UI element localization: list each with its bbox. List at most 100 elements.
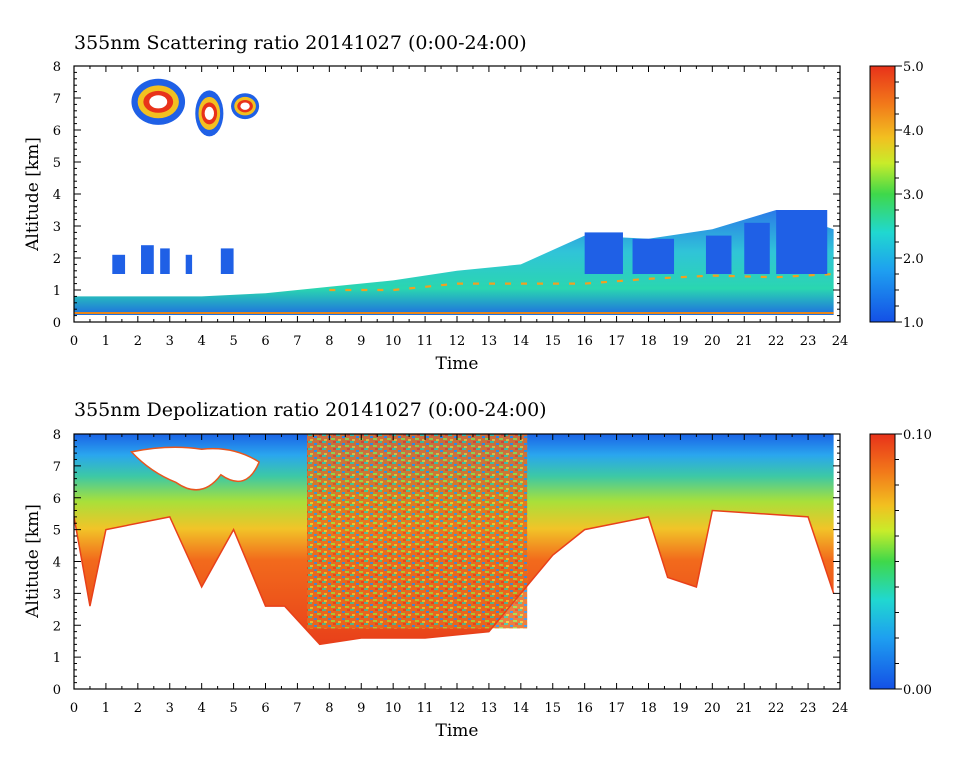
y-tick-label: 3 (53, 220, 61, 235)
y-tick-label: 2 (53, 252, 61, 267)
x-tick-label: 3 (166, 701, 174, 716)
bottom-y-axis-label: Altitude [km] (23, 504, 43, 619)
x-tick-label: 24 (832, 701, 849, 716)
colorbar-tick-label: 5.0 (903, 60, 924, 75)
cirrus-gap (129, 446, 261, 491)
x-tick-label: 24 (832, 334, 849, 349)
bottom-x-axis-label: Time (436, 721, 479, 741)
bottom-plot-area (74, 434, 835, 646)
x-tick-label: 12 (449, 334, 466, 349)
x-tick-label: 4 (198, 701, 206, 716)
x-tick-label: 5 (229, 701, 237, 716)
top-axes: 0 1 2 3 4 5 6 7 8 9 10 11 12 13 14 15 16 17 18 19 20 21 22 23 24… (53, 60, 849, 349)
bottom-colorbar-ticks: 0.00 0.10 (895, 428, 932, 698)
y-tick-label: 7 (53, 460, 61, 475)
aerosol-plume (112, 254, 126, 274)
x-tick-label: 2 (134, 334, 142, 349)
y-tick-label: 1 (53, 284, 61, 299)
y-tick-label: 2 (53, 619, 61, 634)
y-tick-label: 8 (53, 60, 61, 75)
top-x-axis-label: Time (436, 354, 479, 374)
aerosol-plume (141, 245, 154, 274)
cirrus-blob-saturated (149, 95, 168, 109)
aerosol-plume (160, 248, 170, 274)
elevated-aerosol-layer (329, 272, 834, 292)
aerosol-plume (705, 235, 732, 274)
y-tick-label: 7 (53, 92, 61, 107)
x-tick-label: 18 (640, 334, 657, 349)
x-tick-label: 7 (293, 701, 301, 716)
bottom-axes: 0 1 2 3 4 5 6 7 8 9 10 11 12 13 14 15 16 17 18 19 20 21 22 23 24… (53, 428, 849, 716)
x-tick-label: 19 (672, 334, 689, 349)
x-tick-label: 8 (325, 701, 333, 716)
x-tick-label: 12 (449, 701, 466, 716)
x-tick-label: 1 (102, 701, 110, 716)
y-tick-label: 0 (53, 683, 61, 698)
x-tick-label: 15 (544, 701, 561, 716)
top-colorbar-ticks: 1.0 2.0 3.0 4.0 5.0 (895, 60, 924, 331)
x-tick-label: 1 (102, 334, 110, 349)
top-y-axis-label: Altitude [km] (23, 137, 43, 252)
x-tick-label: 22 (768, 701, 785, 716)
x-tick-label: 17 (608, 701, 625, 716)
y-tick-label: 5 (53, 524, 61, 539)
aerosol-plume (632, 238, 675, 274)
x-tick-label: 9 (357, 334, 365, 349)
y-tick-label: 3 (53, 587, 61, 602)
noisy-midday-region (306, 434, 528, 629)
x-tick-label: 21 (736, 334, 753, 349)
aerosol-plume (744, 222, 770, 274)
cirrus-cloud (131, 78, 260, 137)
top-plot-area (74, 78, 834, 315)
x-tick-label: 18 (640, 701, 657, 716)
x-tick-label: 0 (70, 334, 78, 349)
y-tick-label: 5 (53, 156, 61, 171)
x-tick-label: 23 (800, 701, 817, 716)
x-tick-label: 16 (576, 701, 593, 716)
top-colorbar (869, 65, 896, 323)
x-tick-label: 16 (576, 334, 593, 349)
x-tick-label: 19 (672, 701, 689, 716)
x-tick-label: 20 (704, 701, 721, 716)
x-tick-label: 10 (385, 334, 402, 349)
colorbar-tick-label: 1.0 (903, 316, 924, 331)
x-tick-label: 7 (293, 334, 301, 349)
y-tick-label: 1 (53, 651, 61, 666)
x-tick-label: 20 (704, 334, 721, 349)
x-tick-label: 2 (134, 701, 142, 716)
cirrus-blob-saturated (204, 106, 215, 120)
aerosol-plume (185, 254, 193, 274)
aerosol-plume (584, 232, 623, 274)
x-tick-label: 14 (513, 701, 530, 716)
x-tick-label: 13 (481, 334, 498, 349)
colorbar-tick-label: 0.00 (903, 683, 932, 698)
top-chart-title: 355nm Scattering ratio 20141027 (0:00-24… (74, 32, 527, 54)
x-tick-label: 22 (768, 334, 785, 349)
colorbar-tick-label: 4.0 (903, 124, 924, 139)
aerosol-plumes (112, 210, 828, 274)
colorbar-tick-label: 2.0 (903, 252, 924, 267)
x-tick-label: 4 (198, 334, 206, 349)
x-tick-label: 13 (481, 701, 498, 716)
x-tick-label: 23 (800, 334, 817, 349)
y-tick-label: 6 (53, 124, 61, 139)
x-tick-label: 15 (544, 334, 561, 349)
cirrus-blob-saturated (240, 102, 250, 110)
x-tick-label: 6 (261, 701, 269, 716)
colorbar-tick-label: 3.0 (903, 188, 924, 203)
y-tick-label: 4 (53, 188, 61, 203)
x-tick-label: 11 (417, 701, 434, 716)
aerosol-plume (776, 210, 828, 274)
x-tick-label: 6 (261, 334, 269, 349)
y-tick-label: 4 (53, 556, 61, 571)
x-tick-label: 0 (70, 701, 78, 716)
x-tick-label: 3 (166, 334, 174, 349)
signal-lower-edge (74, 509, 835, 646)
x-tick-label: 21 (736, 701, 753, 716)
x-tick-label: 14 (513, 334, 530, 349)
x-tick-label: 9 (357, 701, 365, 716)
bottom-chart-title: 355nm Depolization ratio 20141027 (0:00-… (74, 399, 547, 421)
y-tick-label: 8 (53, 428, 61, 443)
x-tick-label: 10 (385, 701, 402, 716)
